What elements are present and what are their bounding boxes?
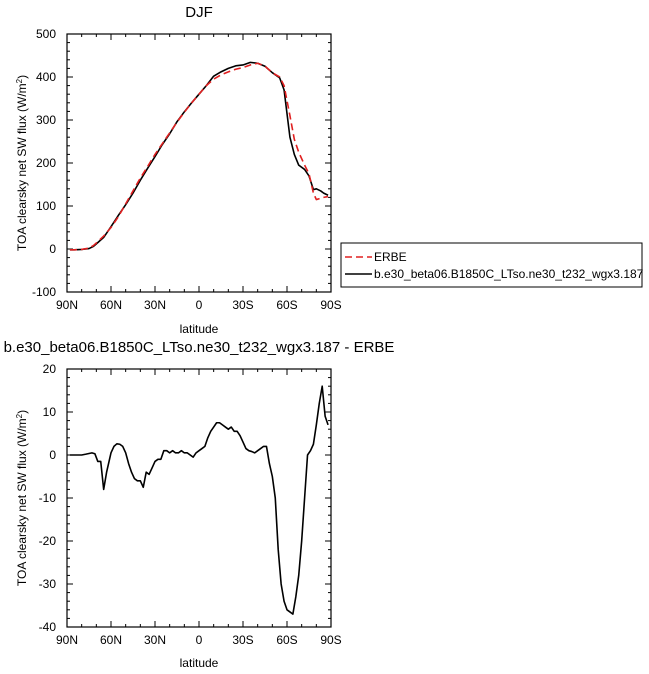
- bottom-x-tick-label: 30N: [144, 633, 166, 647]
- bottom-y-axis-label-sup: 2: [15, 413, 24, 418]
- legend-label-erbe: ERBE: [374, 250, 407, 264]
- top-y-axis-label-main: TOA clearsky net SW flux (W/m: [15, 83, 29, 251]
- bottom-y-tick-label: -30: [39, 577, 57, 591]
- top-y-tick-label: 300: [36, 113, 56, 127]
- bottom-chart-title: b.e30_beta06.B1850C_LTso.ne30_t232_wgx3.…: [4, 339, 395, 356]
- top-x-tick-label: 0: [196, 298, 203, 312]
- top-x-tick-label: 60N: [100, 298, 122, 312]
- bottom-y-tick-label: 10: [43, 405, 57, 419]
- bottom-x-tick-label: 0: [196, 633, 203, 647]
- top-y-axis-label: TOA clearsky net SW flux (W/m2): [15, 75, 29, 251]
- bottom-x-tick-label: 60N: [100, 633, 122, 647]
- top-x-tick-label: 90N: [56, 298, 78, 312]
- top-x-tick-label: 30N: [144, 298, 166, 312]
- bottom-series-line-0: [69, 385, 329, 615]
- bottom-x-tick-label: 90S: [320, 633, 341, 647]
- top-series-lines: [69, 61, 329, 251]
- bottom-plot-frame: [66, 368, 332, 628]
- legend-box: [340, 242, 643, 288]
- top-x-tick-label: 60S: [276, 298, 297, 312]
- bottom-x-tick-label: 30S: [232, 633, 253, 647]
- top-y-tick-label: 500: [36, 27, 56, 41]
- bottom-y-tick-label: -40: [39, 620, 57, 634]
- bottom-x-tick-label: 60S: [276, 633, 297, 647]
- top-panel: DJF 90N 60N 30N 0 30S 60S 90S -100 0 100 200 300 400…: [15, 4, 342, 336]
- top-y-tick-label: 100: [36, 199, 56, 213]
- top-axis-ticks: 90N 60N 30N 0 30S 60S 90S -100 0 100 200 300 400 500: [32, 27, 342, 312]
- top-x-tick-label: 90S: [320, 298, 341, 312]
- top-series-line-0: [69, 62, 329, 251]
- bottom-series-lines: [69, 385, 329, 615]
- top-y-tick-label: -100: [32, 285, 56, 299]
- top-x-tick-label: 30S: [232, 298, 253, 312]
- bottom-y-axis-label-main: TOA clearsky net SW flux (W/m: [15, 418, 29, 586]
- bottom-y-axis-label: TOA clearsky net SW flux (W/m2): [15, 410, 29, 586]
- bottom-y-tick-label: -20: [39, 534, 57, 548]
- bottom-y-tick-label: 0: [49, 448, 56, 462]
- bottom-x-axis-label: latitude: [180, 656, 219, 670]
- bottom-panel: b.e30_beta06.B1850C_LTso.ne30_t232_wgx3.…: [4, 339, 395, 670]
- top-y-tick-label: 400: [36, 70, 56, 84]
- top-y-axis-label-sup: 2: [15, 78, 24, 83]
- legend: ERBE b.e30_beta06.B1850C_LTso.ne30_t232_…: [340, 242, 644, 288]
- bottom-y-tick-label: -10: [39, 491, 57, 505]
- bottom-y-axis-label-end: ): [15, 410, 29, 414]
- bottom-x-tick-label: 90N: [56, 633, 78, 647]
- top-series-line-1: [69, 61, 329, 251]
- top-y-tick-label: 0: [49, 242, 56, 256]
- top-x-axis-label: latitude: [180, 322, 219, 336]
- top-y-tick-label: 200: [36, 156, 56, 170]
- top-plot-frame: [66, 33, 332, 293]
- bottom-axis-ticks: 90N 60N 30N 0 30S 60S 90S -40 -30 -20 -10 0 10 20: [39, 362, 342, 647]
- top-chart-title: DJF: [185, 4, 213, 21]
- top-y-axis-label-end: ): [15, 75, 29, 79]
- legend-label-model: b.e30_beta06.B1850C_LTso.ne30_t232_wgx3.…: [374, 267, 644, 281]
- bottom-y-tick-label: 20: [43, 362, 57, 376]
